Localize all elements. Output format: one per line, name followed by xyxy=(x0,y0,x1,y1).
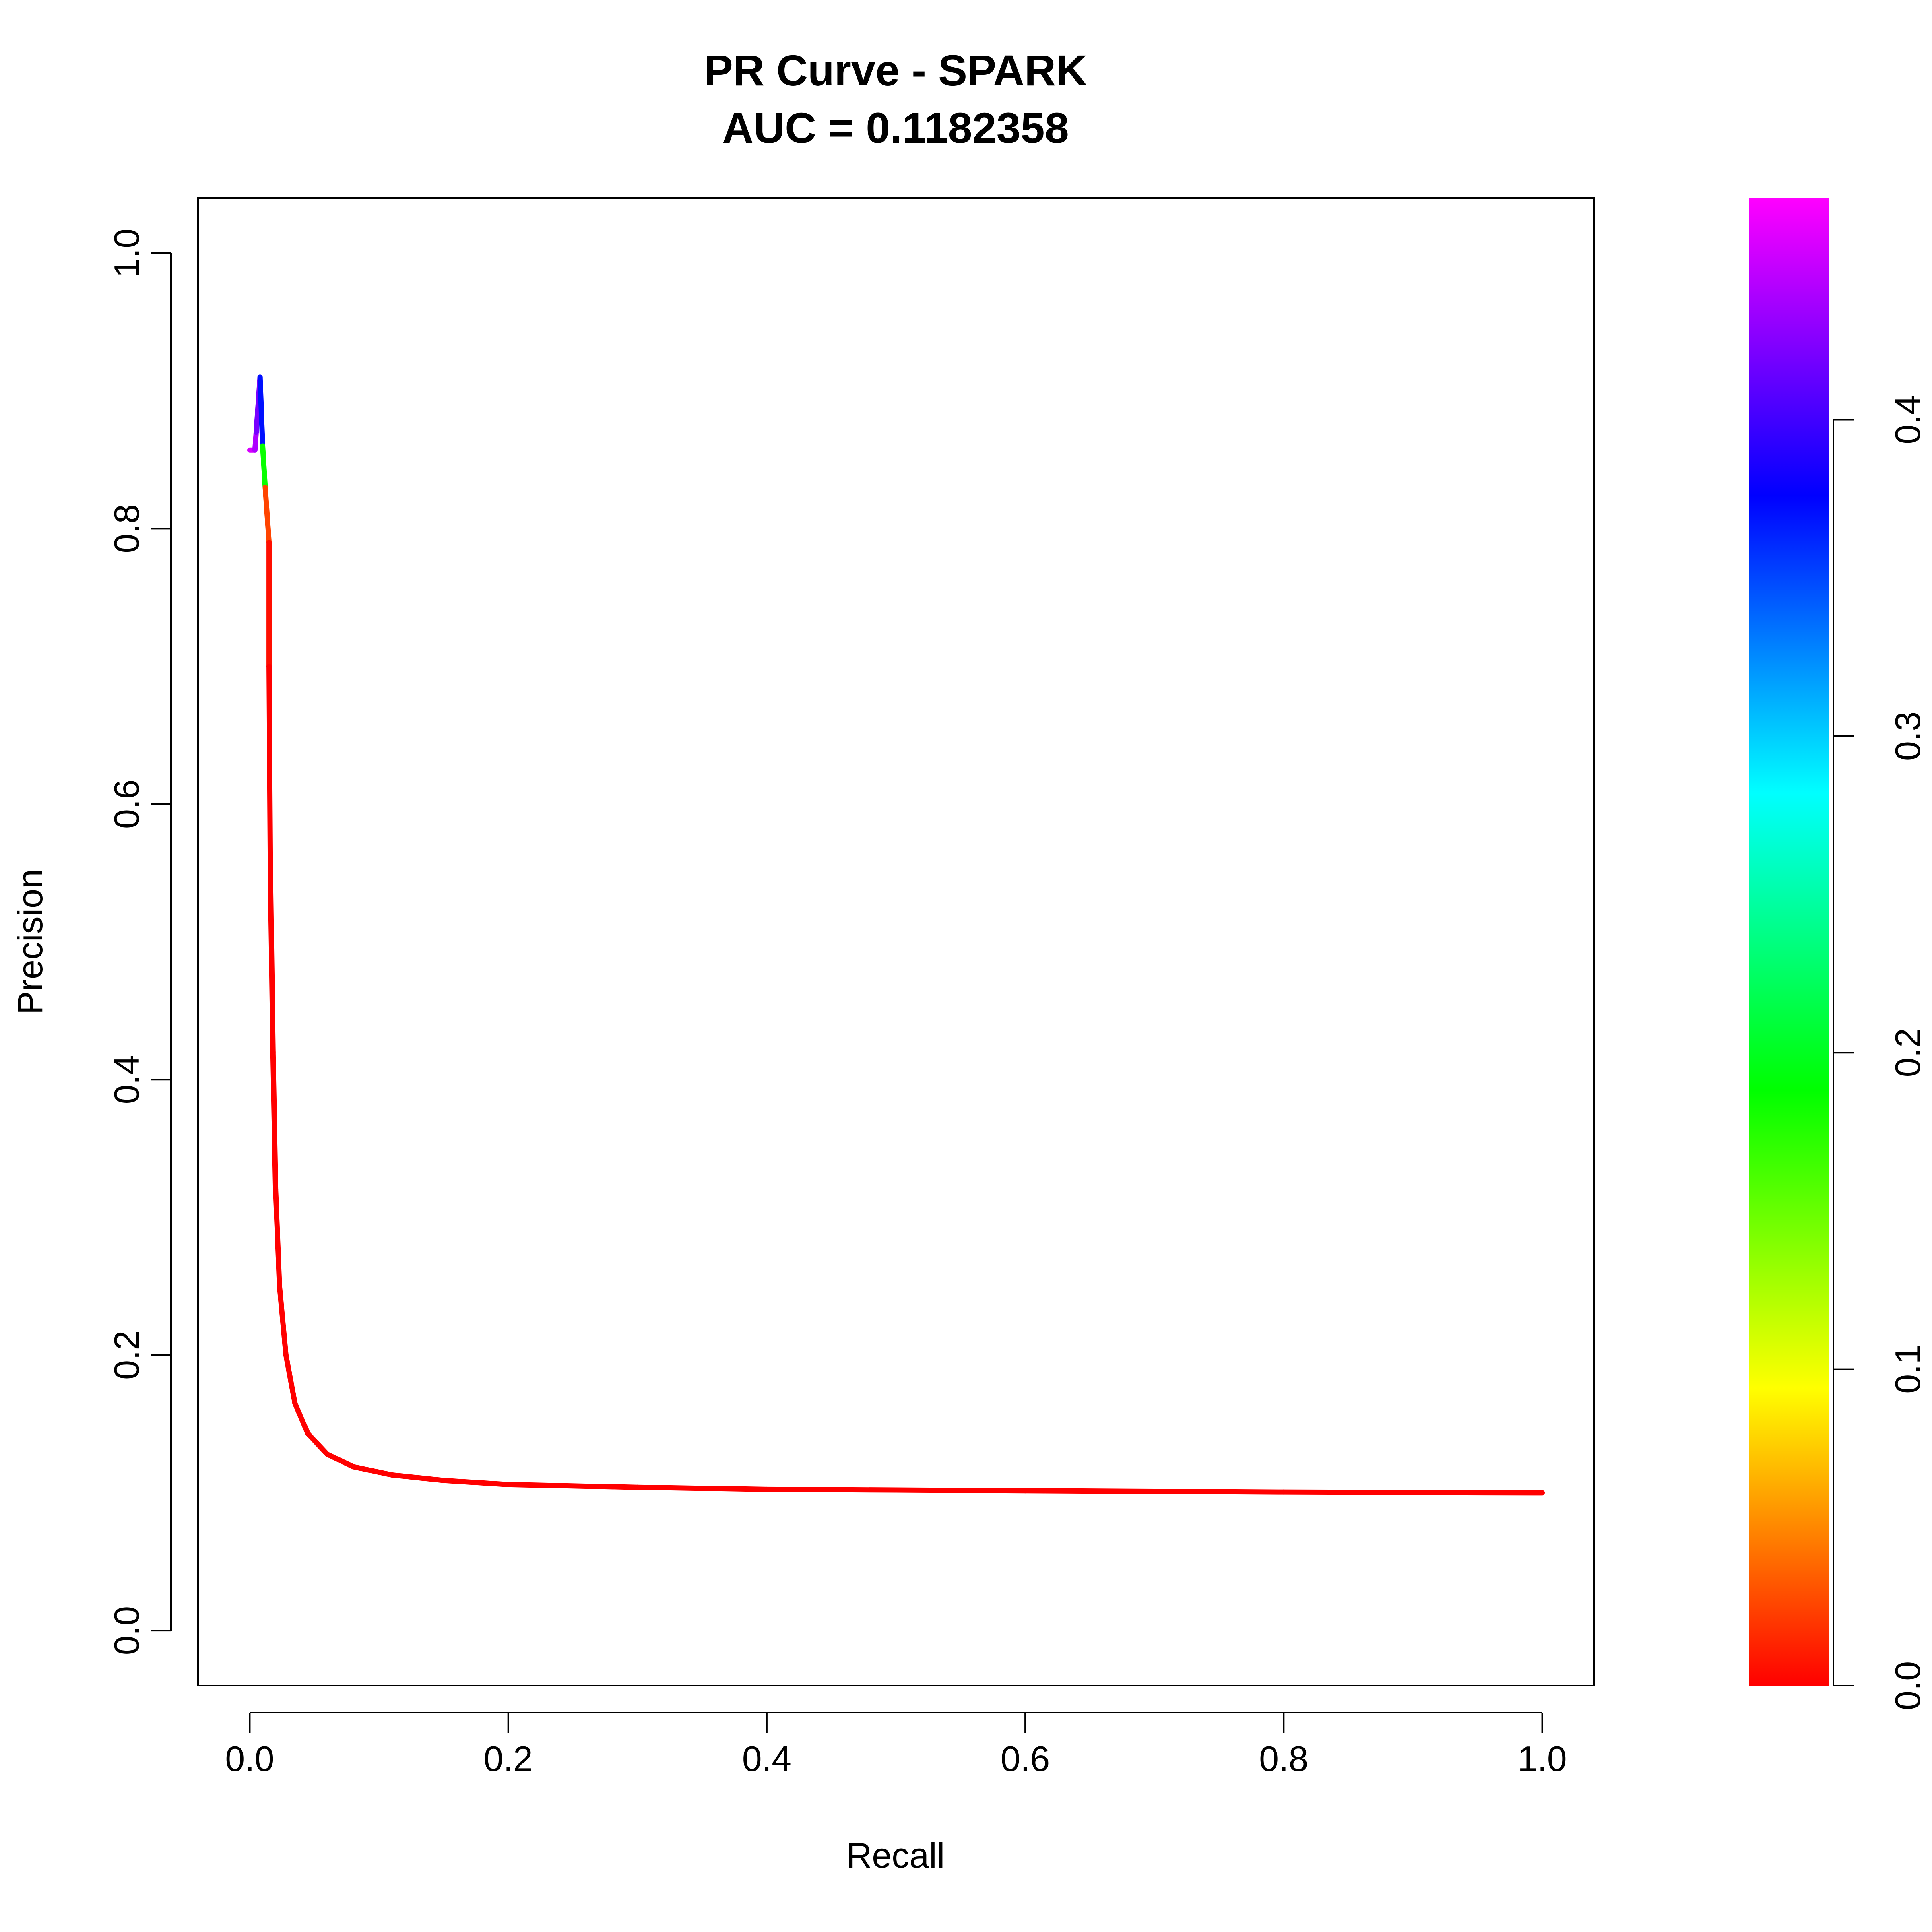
x-tick-label: 0.0 xyxy=(225,1739,274,1779)
curve-segment xyxy=(635,1484,770,1492)
colorbar-gradient xyxy=(1749,198,1829,1686)
colorbar-tick-label: 0.1 xyxy=(1888,1344,1928,1393)
y-tick-label: 0.0 xyxy=(107,1606,147,1655)
curve-segment xyxy=(1410,1490,1545,1496)
curve-segment xyxy=(277,1284,289,1358)
curve-segment xyxy=(270,1049,279,1193)
curve-segment xyxy=(324,1451,356,1470)
curve-segment xyxy=(283,1352,298,1406)
x-tick-label: 0.4 xyxy=(742,1739,791,1779)
curve-segment xyxy=(506,1482,640,1490)
x-tick-label: 1.0 xyxy=(1517,1739,1567,1779)
curve-segment xyxy=(266,664,273,876)
x-axis: 0.0 0.2 0.4 0.6 0.8 1.0 xyxy=(225,1712,1567,1779)
x-axis-title: Recall xyxy=(846,1835,945,1875)
curve-segment xyxy=(441,1478,511,1487)
x-tick-label: 0.6 xyxy=(1001,1739,1050,1779)
curve-segment xyxy=(350,1464,395,1478)
colorbar: 0.0 0.1 0.2 0.3 0.4 xyxy=(1749,198,1928,1710)
pr-curve xyxy=(247,374,1545,1496)
curve-segment xyxy=(1152,1488,1286,1495)
colorbar-tick-label: 0.0 xyxy=(1888,1661,1928,1710)
curve-segment xyxy=(292,1400,311,1437)
colorbar-tick-label: 0.4 xyxy=(1888,395,1928,444)
curve-segment xyxy=(257,374,266,449)
curve-segment xyxy=(305,1431,330,1457)
curve-segment xyxy=(268,870,276,1055)
y-tick-label: 0.8 xyxy=(107,504,147,553)
y-tick-label: 0.6 xyxy=(107,780,147,829)
colorbar-tick-label: 0.2 xyxy=(1888,1028,1928,1077)
curve-segment xyxy=(389,1472,446,1483)
curve-segment xyxy=(1022,1488,1157,1494)
y-tick-label: 0.2 xyxy=(107,1330,147,1379)
curve-segment xyxy=(893,1487,1028,1494)
y-axis: 0.0 0.2 0.4 0.6 0.8 1.0 xyxy=(107,229,172,1655)
curve-segment xyxy=(764,1486,899,1493)
y-tick-label: 1.0 xyxy=(107,229,147,278)
curve-segment xyxy=(260,443,268,490)
y-tick-label: 0.4 xyxy=(107,1055,147,1104)
curve-segment xyxy=(273,1187,282,1289)
y-axis-title: Precision xyxy=(10,869,50,1015)
curve-segment xyxy=(252,429,259,453)
curve-segment xyxy=(262,485,272,545)
x-tick-label: 0.2 xyxy=(483,1739,533,1779)
x-tick-label: 0.8 xyxy=(1259,1739,1308,1779)
chart-subtitle: AUC = 0.1182358 xyxy=(722,103,1069,152)
chart-title: PR Curve - SPARK xyxy=(704,46,1087,95)
plot-frame xyxy=(197,197,1595,1686)
colorbar-tick-label: 0.3 xyxy=(1888,712,1928,761)
